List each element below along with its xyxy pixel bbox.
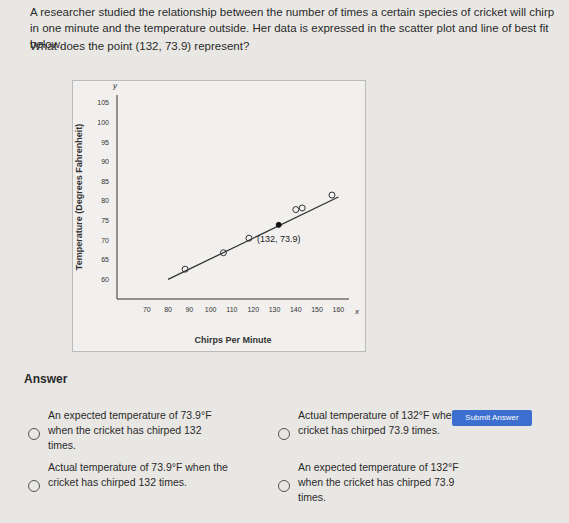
svg-text:70: 70: [101, 237, 109, 244]
html-text:x: x: [355, 307, 359, 316]
html-text:A researcher studied the relat: A researcher studied the relationship be…: [30, 6, 555, 50]
svg-text:70: 70: [143, 306, 151, 313]
html-text:An expected temperature of 73.: An expected temperature of 73.9°F when t…: [48, 409, 212, 451]
svg-text:65: 65: [101, 256, 109, 263]
svg-text:60: 60: [101, 276, 109, 283]
svg-text:(132, 73.9): (132, 73.9): [257, 234, 301, 244]
svg-text:95: 95: [101, 139, 109, 146]
svg-text:105: 105: [97, 99, 109, 106]
svg-text:Temperature (Degrees Fahrenhei: Temperature (Degrees Fahrenheit): [74, 124, 84, 270]
html-text:What does the point (132, 73.9: What does the point (132, 73.9) represen…: [30, 40, 250, 52]
svg-text:75: 75: [101, 217, 109, 224]
svg-text:Chirps Per Minute: Chirps Per Minute: [194, 335, 271, 345]
svg-text:130: 130: [269, 306, 281, 313]
svg-text:100: 100: [205, 306, 217, 313]
html-text:An expected temperature of 132: An expected temperature of 132°F when th…: [298, 461, 459, 503]
svg-text:90: 90: [185, 306, 193, 313]
html-text:y: y: [113, 81, 117, 90]
svg-text:80: 80: [164, 306, 172, 313]
svg-text:150: 150: [311, 306, 323, 313]
html-text:Submit Answer: Submit Answer: [465, 413, 519, 422]
svg-text:80: 80: [101, 197, 109, 204]
svg-text:85: 85: [101, 178, 109, 185]
svg-text:140: 140: [290, 306, 302, 313]
html-text:Actual temperature of 73.9°F w: Actual temperature of 73.9°F when the cr…: [48, 461, 228, 488]
svg-text:90: 90: [101, 158, 109, 165]
svg-text:110: 110: [226, 306, 237, 313]
svg-text:160: 160: [333, 306, 345, 313]
svg-text:100: 100: [97, 119, 109, 126]
svg-text:120: 120: [247, 306, 259, 313]
html-text:Actual temperature of 132°F wh: Actual temperature of 132°F when the cri…: [298, 409, 475, 436]
html-text:Answer: Answer: [24, 372, 68, 386]
